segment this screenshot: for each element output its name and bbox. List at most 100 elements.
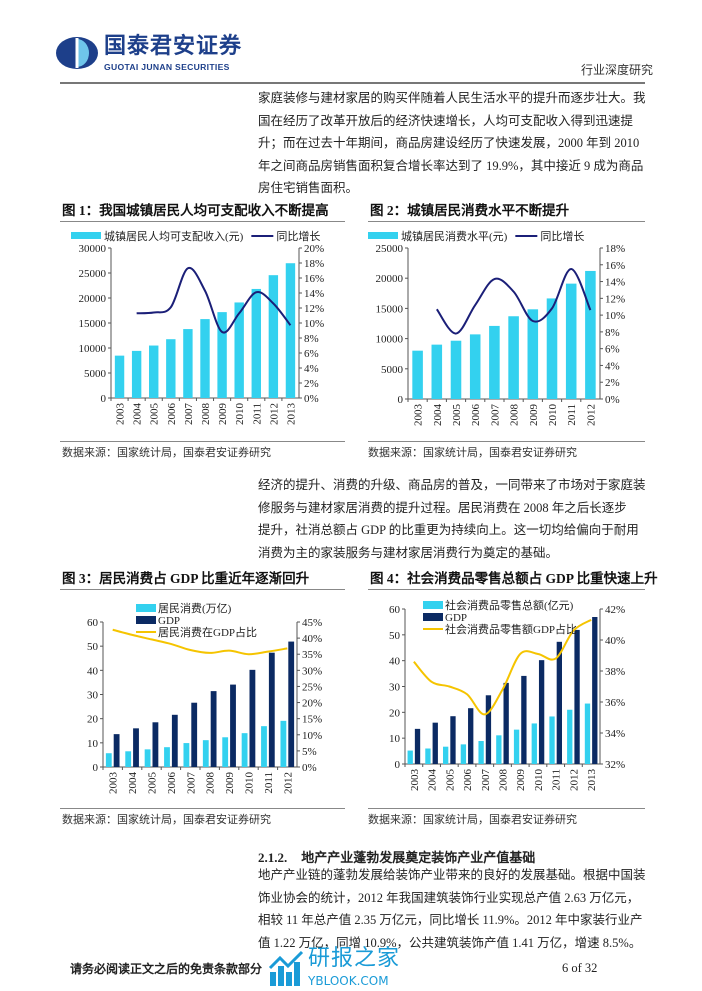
figure-4-title-rule	[368, 589, 645, 590]
header-divider	[60, 82, 645, 84]
y2-tick-label: 34%	[605, 728, 625, 740]
bar-primary	[513, 729, 520, 764]
watermark-url: YBLOOK.COM	[308, 974, 389, 988]
bar-primary	[234, 302, 244, 398]
company-logo-icon	[56, 37, 98, 69]
bar-gdp	[556, 641, 562, 764]
section-heading: 2.1.2. 地产产业蓬勃发展奠定装饰产业产值基础	[258, 847, 549, 866]
y2-tick-label: 18%	[304, 258, 324, 270]
figure-4-title: 图 4：社会消费品零售总额占 GDP 比重快速上升	[370, 571, 658, 586]
figure-2-source-rule	[368, 441, 645, 442]
bar-primary	[164, 747, 170, 767]
text-line: 值 1.22 万亿，同增 10.9%，公共建筑装饰产值 1.41 万亿，增速 8…	[258, 935, 642, 950]
x-tick-label: 2013	[285, 403, 297, 426]
y2-tick-label: 18%	[605, 243, 625, 255]
bar-gdp	[152, 722, 159, 767]
x-tick-label: 2004	[432, 404, 444, 427]
y2-tick-label: 45%	[302, 617, 322, 629]
line-series	[413, 618, 592, 716]
x-tick-label: 2007	[185, 772, 197, 795]
page-number: 6 of 32	[562, 961, 598, 975]
bar-primary	[114, 355, 125, 398]
figure-1-title-rule	[60, 221, 345, 222]
y2-tick-label: 12%	[304, 303, 324, 315]
bar-gdp	[503, 682, 509, 764]
bar-primary	[527, 309, 539, 399]
bar-primary	[425, 748, 431, 764]
x-tick-label: 2009	[224, 772, 236, 795]
x-tick-label: 2009	[515, 769, 527, 792]
bar-primary	[407, 750, 413, 764]
bar-gdp	[171, 714, 178, 767]
x-tick-label: 2005	[149, 403, 161, 426]
bar-primary	[443, 746, 449, 764]
x-tick-label: 2011	[251, 403, 263, 425]
y2-tick-label: 20%	[304, 243, 324, 255]
x-tick-label: 2007	[489, 404, 501, 427]
bar-gdp	[432, 722, 438, 764]
x-tick-label: 2012	[282, 772, 294, 794]
x-tick-label: 2007	[480, 769, 492, 792]
bar-gdp	[538, 660, 545, 764]
y2-tick-label: 40%	[605, 635, 625, 647]
y2-tick-label: 16%	[605, 260, 625, 272]
y-tick-label: 20	[87, 714, 99, 726]
y2-tick-label: 14%	[605, 277, 625, 289]
y2-tick-label: 8%	[304, 333, 319, 345]
y2-tick-label: 4%	[605, 360, 620, 372]
bar-gdp	[450, 716, 456, 764]
bar-primary	[546, 298, 558, 399]
x-tick-label: 2004	[127, 772, 139, 795]
y-tick-label: 0	[101, 393, 107, 405]
y-tick-label: 30	[389, 682, 401, 694]
line-series	[136, 266, 292, 334]
y-tick-label: 0	[395, 759, 401, 771]
bar-primary	[460, 744, 467, 764]
x-tick-label: 2010	[244, 772, 256, 795]
y2-tick-label: 20%	[302, 698, 322, 710]
y2-tick-label: 15%	[302, 714, 322, 726]
figure-2-source: 数据来源：国家统计局，国泰君安证券研究	[368, 447, 577, 459]
figure-1-source-rule	[60, 441, 345, 442]
y-tick-label: 10000	[79, 343, 107, 355]
bar-primary	[469, 334, 481, 399]
x-tick-label: 2004	[427, 769, 439, 792]
legend-label: 社会消费品零售额GDP占比	[445, 622, 577, 636]
x-tick-label: 2013	[586, 769, 598, 792]
figure-3-source: 数据来源：国家统计局，国泰君安证券研究	[62, 814, 271, 826]
bar-primary	[450, 340, 462, 399]
x-tick-label: 2012	[568, 769, 580, 791]
bar-primary	[268, 275, 279, 398]
x-tick-label: 2009	[217, 403, 229, 426]
bar-primary	[508, 316, 519, 399]
text-line: 年之间商品房销售面积复合增长率达到了 19.9%，其中接近 9 成为商品	[258, 158, 644, 173]
y2-tick-label: 6%	[605, 344, 620, 356]
line-series	[435, 267, 592, 335]
bar-gdp	[191, 702, 198, 767]
y-tick-label: 10	[87, 738, 99, 750]
figure-1-source: 数据来源：国家统计局，国泰君安证券研究	[62, 447, 271, 459]
legend-swatch	[136, 616, 156, 624]
middle-paragraph: 经济的提升、消费的升级、商品房的普及，一同带来了市场对于家庭装 修服务与建材家居…	[258, 474, 648, 564]
legend-label: 居民消费(万亿)	[158, 601, 232, 615]
y-tick-label: 50	[389, 630, 401, 642]
y-tick-label: 10000	[376, 334, 404, 346]
legend-bar-label: 城镇居民人均可支配收入(元)	[104, 229, 244, 243]
bar-primary	[200, 319, 210, 398]
legend-line-label: 同比增长	[540, 229, 584, 243]
bar-primary	[125, 751, 132, 767]
bar-gdp	[210, 691, 217, 767]
x-tick-label: 2010	[547, 404, 559, 427]
y2-tick-label: 36%	[605, 697, 625, 709]
legend-bar-swatch	[368, 232, 398, 239]
figure-3-title-rule	[60, 589, 345, 590]
y-tick-label: 60	[389, 604, 401, 616]
x-tick-label: 2003	[413, 404, 425, 427]
section-title: 地产产业蓬勃发展奠定装饰产业产值基础	[301, 850, 536, 865]
figure-4-source: 数据来源：国家统计局，国泰君安证券研究	[368, 814, 577, 826]
y2-tick-label: 42%	[605, 604, 625, 616]
bar-primary	[217, 312, 227, 398]
y2-tick-label: 12%	[605, 293, 625, 305]
y2-tick-label: 10%	[605, 310, 625, 322]
legend-bar-label: 城镇居民消费水平(元)	[401, 229, 508, 243]
